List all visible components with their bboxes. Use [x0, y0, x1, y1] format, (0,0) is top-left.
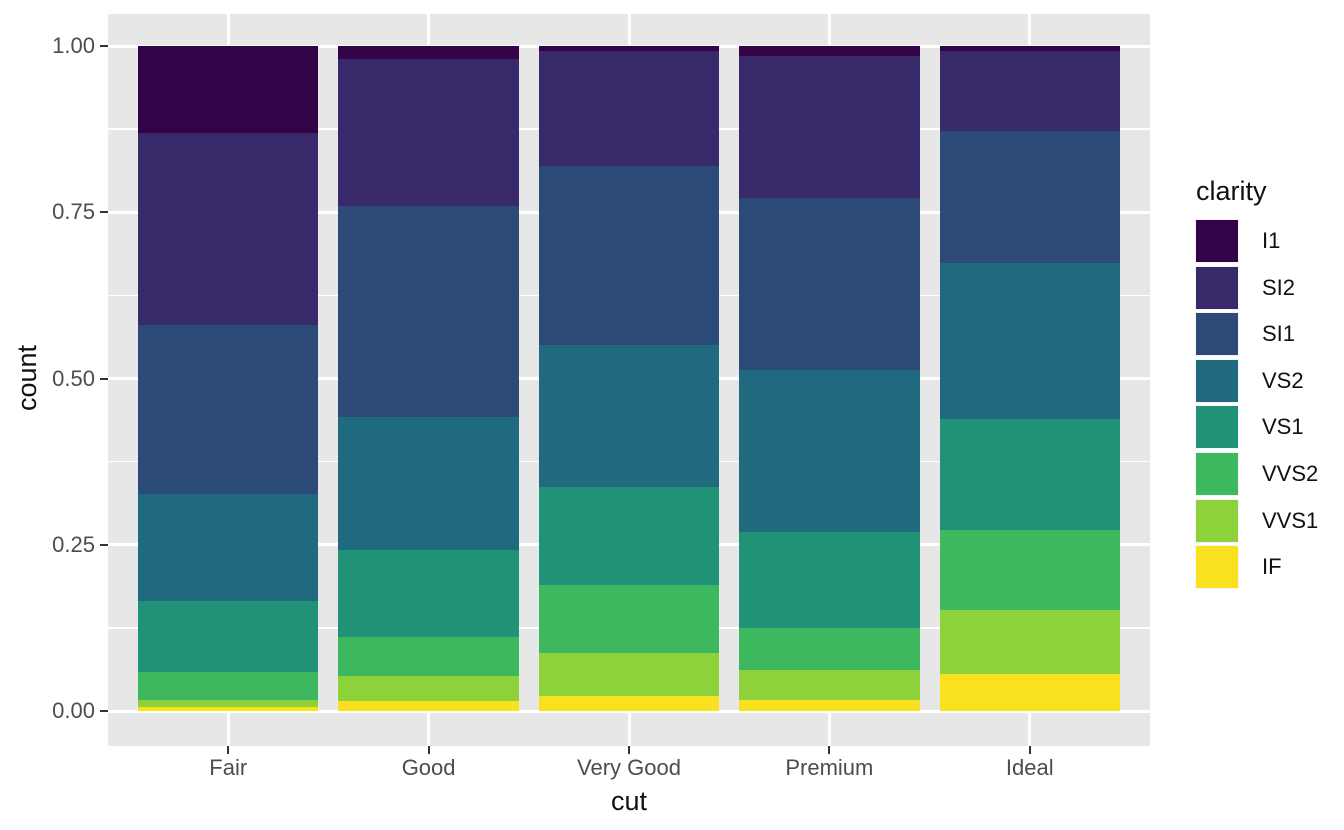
bar-segment-si1 — [538, 166, 720, 345]
legend-label: VVS1 — [1262, 507, 1319, 533]
legend: clarity I1 SI2 SI1 VS2 VS1 VVS2 VVS1 IF — [1195, 176, 1318, 590]
legend-title: clarity — [1196, 176, 1267, 206]
legend-label: SI1 — [1262, 321, 1296, 347]
bar-segment-si2 — [138, 132, 319, 326]
x-axis-title: cut — [610, 786, 648, 816]
x-tick-mark — [828, 746, 831, 754]
legend-item-vs1: VS1 — [1195, 405, 1344, 450]
legend-item-si2: SI2 — [1195, 265, 1344, 310]
legend-label: VVS2 — [1262, 461, 1319, 486]
x-tick-mark — [1028, 746, 1031, 754]
legend-label: I1 — [1262, 228, 1281, 253]
legend-item-vvs2: VVS2 — [1195, 452, 1344, 496]
bar-very-good — [538, 46, 720, 711]
bar-segment-i1 — [538, 46, 720, 51]
x-tick-mark — [227, 746, 230, 754]
bar-good — [338, 46, 519, 711]
bar-segment-vvs2 — [338, 637, 519, 677]
bar-segment-vvs1 — [538, 652, 720, 697]
bar-premium — [739, 46, 920, 711]
y-tick-mark — [100, 710, 108, 712]
bar-segment-si1 — [138, 325, 319, 494]
bar-segment-vvs1 — [939, 610, 1120, 674]
y-tick-mark — [100, 377, 108, 380]
bar-segment-vs2 — [338, 417, 519, 550]
bar-segment-vvs1 — [138, 700, 319, 708]
legend-label: IF — [1262, 554, 1282, 580]
bar-segment-vvs2 — [939, 530, 1120, 611]
bar-segment-if — [538, 696, 720, 711]
bar-segment-vs1 — [939, 419, 1120, 531]
bar-fair — [138, 46, 319, 711]
x-tick-mark — [427, 746, 430, 754]
y-tick-label: 0.00 — [52, 698, 95, 723]
bar-segment-vvs2 — [538, 584, 720, 653]
legend-key-swatch-si1 — [1195, 312, 1239, 357]
bar-segment-if — [739, 699, 920, 711]
y-tick-label: 0.75 — [52, 199, 95, 225]
bar-segment-si2 — [939, 50, 1120, 131]
y-tick-label: 0.50 — [52, 365, 95, 391]
bar-segment-vs2 — [538, 344, 720, 488]
bar-segment-vs1 — [338, 549, 519, 638]
bar-segment-vvs1 — [739, 670, 920, 700]
y-tick-label: 1.00 — [52, 33, 95, 58]
bar-ideal — [939, 46, 1120, 711]
bar-segment-vvs2 — [739, 628, 920, 671]
bar-segment-vs2 — [939, 262, 1120, 420]
bar-segment-si1 — [939, 130, 1120, 263]
bar-segment-if — [338, 701, 519, 711]
bar-segment-vs2 — [739, 370, 920, 533]
legend-key-swatch-vvs1 — [1195, 498, 1239, 543]
bar-segment-vvs2 — [138, 671, 319, 701]
y-tick-mark — [100, 45, 108, 47]
bar-segment-i1 — [338, 46, 519, 60]
legend-label: SI2 — [1262, 274, 1296, 300]
x-tick-mark — [628, 746, 630, 754]
legend-key-swatch-vvs2 — [1195, 452, 1239, 496]
bar-segment-si1 — [338, 205, 519, 417]
bar-segment-vs1 — [739, 532, 920, 629]
bar-segment-if — [138, 707, 319, 711]
x-tick-label: Very Good — [577, 755, 681, 780]
x-tick-label: Fair — [209, 755, 248, 780]
bar-segment-si1 — [739, 198, 920, 371]
legend-item-vs2: VS2 — [1195, 358, 1344, 403]
legend-key-swatch-si2 — [1195, 265, 1239, 310]
y-tick-mark — [100, 211, 108, 214]
legend-item-i1: I1 — [1195, 219, 1344, 263]
bar-segment-i1 — [939, 46, 1120, 51]
y-tick-label: 0.25 — [52, 531, 95, 557]
legend-key-swatch-i1 — [1195, 219, 1239, 263]
bar-segment-vs1 — [538, 487, 720, 585]
x-tick-label: Ideal — [1005, 755, 1054, 780]
legend-key-swatch-if — [1195, 545, 1239, 590]
legend-key-swatch-vs1 — [1195, 405, 1239, 450]
bar-segment-if — [939, 673, 1120, 711]
legend-item-if: IF — [1195, 545, 1344, 590]
legend-label: VS2 — [1262, 367, 1304, 393]
bar-segment-vvs1 — [338, 676, 519, 702]
legend-items: I1 SI2 SI1 VS2 VS1 VVS2 VVS1 IF — [1195, 219, 1318, 590]
legend-label: VS1 — [1262, 414, 1304, 440]
x-tick-label: Good — [401, 755, 456, 780]
bar-segment-vs1 — [138, 601, 319, 672]
legend-key-swatch-vs2 — [1195, 358, 1239, 403]
plot-panel — [108, 14, 1150, 746]
x-tick-label: Premium — [785, 755, 874, 780]
bar-segment-si2 — [338, 59, 519, 206]
bar-segment-i1 — [138, 46, 319, 133]
bar-segment-si2 — [538, 50, 720, 167]
bar-segment-vs2 — [138, 493, 319, 602]
legend-item-si1: SI1 — [1195, 312, 1344, 357]
bar-segment-si2 — [739, 55, 920, 199]
y-tick-mark — [100, 543, 108, 546]
bar-segment-i1 — [739, 46, 920, 56]
legend-item-vvs1: VVS1 — [1195, 498, 1344, 543]
